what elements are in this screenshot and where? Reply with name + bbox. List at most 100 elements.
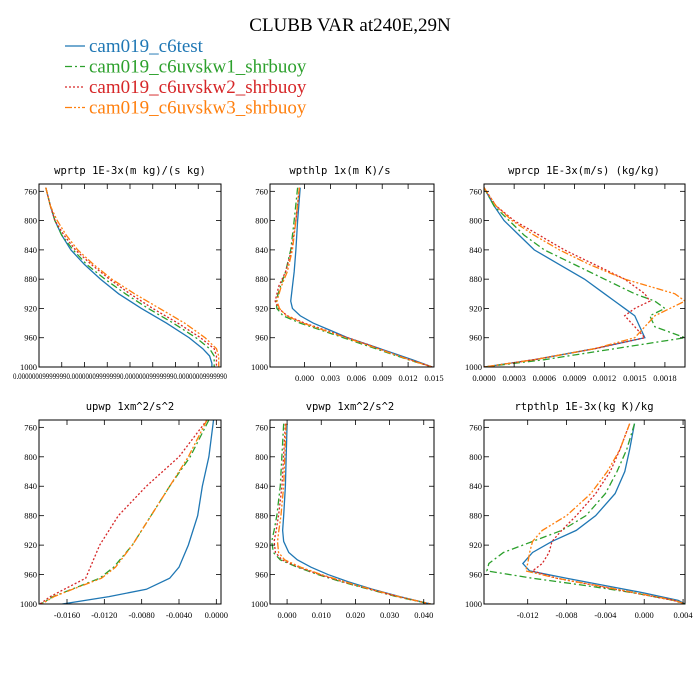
legend-entry: cam019_c6uvskw2_shrbuoy bbox=[89, 77, 307, 98]
y-tick-label: 1000 bbox=[251, 362, 268, 372]
series-line-4 bbox=[484, 187, 685, 367]
series-group bbox=[39, 420, 215, 604]
x-tick-label: 0.003 bbox=[321, 373, 340, 383]
y-tick-label: 800 bbox=[255, 216, 268, 226]
y-tick-label: 960 bbox=[255, 333, 268, 343]
y-tick-label: 760 bbox=[469, 422, 482, 432]
x-tick-label: 0.0003 bbox=[502, 373, 525, 383]
x-tick-label: 0.006 bbox=[347, 373, 366, 383]
series-line-2 bbox=[271, 423, 431, 604]
series-group bbox=[486, 423, 685, 604]
series-line-2 bbox=[486, 423, 685, 604]
series-group bbox=[271, 423, 431, 604]
legend-entry: cam019_c6test bbox=[89, 36, 204, 57]
series-group bbox=[484, 187, 685, 367]
y-tick-label: 960 bbox=[255, 570, 268, 580]
panels: wprtp 1E-3x(m kg)/(s kg) 760 800 840 880 920 9… bbox=[13, 165, 693, 620]
y-tick-label: 1000 bbox=[465, 599, 482, 609]
series-line-1 bbox=[521, 423, 685, 604]
panel-title: upwp 1xm^2/s^2 bbox=[86, 401, 175, 413]
series-group bbox=[274, 187, 433, 367]
y-tick-label: 880 bbox=[24, 274, 37, 284]
y-tick-label: 1000 bbox=[20, 599, 37, 609]
x-tick-label: -0.0080 bbox=[129, 610, 155, 620]
plot-frame bbox=[269, 183, 435, 368]
y-tick-label: 840 bbox=[24, 245, 37, 255]
series-line-1 bbox=[281, 423, 431, 604]
x-tick-label: 0.015 bbox=[424, 373, 443, 383]
panel-3: wprcp 1E-3x(m/s) (kg/kg) 760 800 840 880 920 9… bbox=[465, 165, 686, 383]
panel-4: upwp 1xm^2/s^2 760 800 840 880 920 960 1000 -0.0… bbox=[20, 401, 228, 620]
panel-title: rtpthlp 1E-3x(kg K)/kg bbox=[514, 401, 653, 413]
y-tick-label: 760 bbox=[24, 422, 37, 432]
series-line-4 bbox=[524, 423, 685, 604]
series-line-3 bbox=[39, 420, 208, 604]
series-line-4 bbox=[276, 423, 431, 604]
y-tick-label: 760 bbox=[255, 186, 268, 196]
y-tick-label: 920 bbox=[24, 303, 37, 313]
series-line-3 bbox=[45, 187, 218, 367]
y-tick-label: 800 bbox=[24, 452, 37, 462]
series-line-3 bbox=[274, 187, 433, 367]
figure-title: CLUBB VAR at240E,29N bbox=[249, 15, 451, 36]
x-tick-label: 0.030 bbox=[380, 610, 399, 620]
y-tick-label: 760 bbox=[469, 186, 482, 196]
series-line-4 bbox=[45, 187, 220, 367]
y-tick-label: 960 bbox=[469, 333, 482, 343]
y-tick-label: 800 bbox=[469, 452, 482, 462]
legend-entry: cam019_c6uvskw1_shrbuoy bbox=[89, 57, 307, 78]
plot-frame bbox=[269, 419, 435, 605]
x-tick-label: 0.020 bbox=[346, 610, 365, 620]
x-tick-label: 0.0012 bbox=[593, 373, 616, 383]
series-line-2 bbox=[275, 187, 433, 367]
y-tick-label: 840 bbox=[255, 481, 268, 491]
x-tick-label: 0.0006 bbox=[533, 373, 556, 383]
panel-6: rtpthlp 1E-3x(kg K)/kg 760 800 840 880 920 960… bbox=[465, 401, 693, 620]
y-tick-label: 920 bbox=[255, 540, 268, 550]
x-tick-label: 0.000 bbox=[295, 373, 314, 383]
y-tick-label: 800 bbox=[255, 452, 268, 462]
x-tick-label: -0.0160 bbox=[54, 610, 80, 620]
x-tick-label: -0.008 bbox=[556, 610, 578, 620]
y-tick-label: 960 bbox=[24, 333, 37, 343]
y-tick-label: 920 bbox=[255, 303, 268, 313]
y-tick-label: 920 bbox=[24, 540, 37, 550]
panel-title: vpwp 1xm^2/s^2 bbox=[306, 401, 395, 413]
y-tick-label: 960 bbox=[24, 570, 37, 580]
series-line-1 bbox=[45, 187, 213, 367]
panel-5: vpwp 1xm^2/s^2 760 800 840 880 920 960 1000 0.00… bbox=[251, 401, 435, 620]
legend-entry: cam019_c6uvskw3_shrbuoy bbox=[89, 98, 307, 119]
y-tick-label: 880 bbox=[255, 511, 268, 521]
x-tick-label: -0.0040 bbox=[166, 610, 192, 620]
y-tick-label: 880 bbox=[469, 511, 482, 521]
x-tick-label: 0.000 bbox=[278, 610, 297, 620]
plot-frame bbox=[38, 183, 222, 368]
panel-title: wpthlp 1x(m K)/s bbox=[289, 165, 390, 177]
panel-title: wprcp 1E-3x(m/s) (kg/kg) bbox=[508, 165, 660, 177]
series-group bbox=[45, 187, 220, 367]
series-line-2 bbox=[484, 187, 685, 367]
x-tick-labels-overlap: 0.000000099999990.000000099999990.000000… bbox=[13, 371, 227, 381]
plot-frame bbox=[38, 419, 222, 605]
plot-frame bbox=[483, 419, 686, 605]
y-tick-label: 1000 bbox=[465, 362, 482, 372]
y-tick-label: 760 bbox=[24, 186, 37, 196]
series-line-1 bbox=[290, 187, 433, 367]
x-tick-label: 0.0018 bbox=[653, 373, 676, 383]
panel-1: wprtp 1E-3x(m kg)/(s kg) 760 800 840 880 920 9… bbox=[13, 165, 227, 381]
y-tick-label: 960 bbox=[469, 570, 482, 580]
y-tick-label: 800 bbox=[24, 216, 37, 226]
y-tick-label: 840 bbox=[255, 245, 268, 255]
y-tick-label: 880 bbox=[24, 511, 37, 521]
x-tick-label: 0.0000 bbox=[205, 610, 228, 620]
series-line-3 bbox=[484, 187, 651, 367]
series-line-4 bbox=[41, 420, 208, 604]
y-tick-label: 880 bbox=[255, 274, 268, 284]
x-tick-label: 0.0000 bbox=[472, 373, 495, 383]
x-tick-label: 0.009 bbox=[373, 373, 392, 383]
series-line-1 bbox=[62, 420, 215, 604]
y-tick-label: 1000 bbox=[251, 599, 268, 609]
series-line-2 bbox=[45, 187, 215, 367]
series-line-3 bbox=[273, 423, 431, 604]
